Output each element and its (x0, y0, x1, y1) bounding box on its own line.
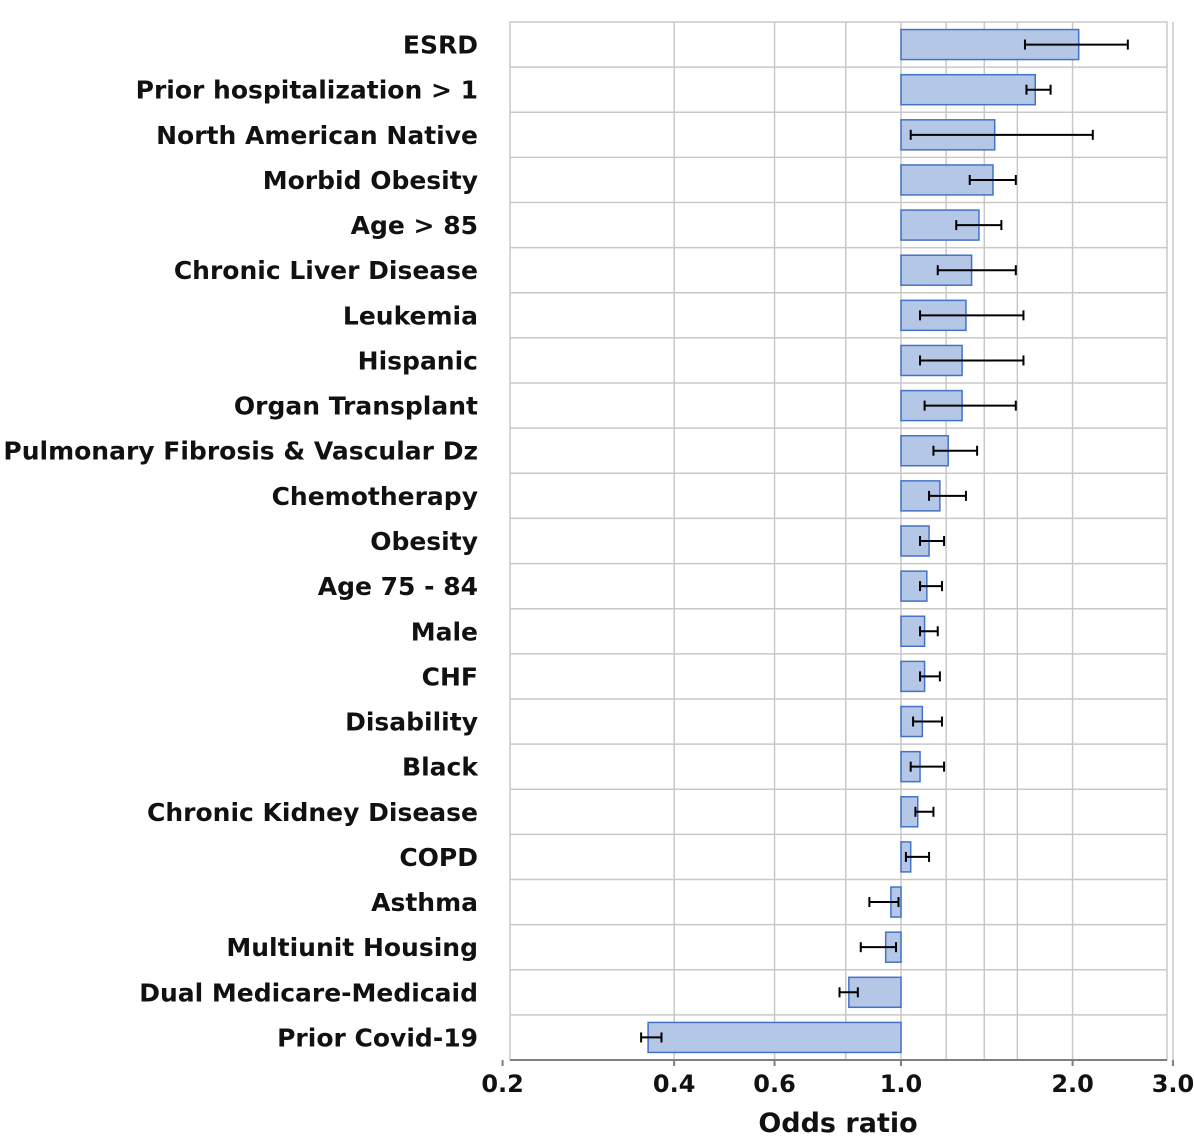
grid-layer (509, 21, 1174, 1061)
category-label: Obesity (370, 527, 478, 556)
category-label: Dual Medicare-Medicaid (139, 978, 478, 1007)
category-label: Chronic Liver Disease (174, 256, 478, 285)
category-label: Prior Covid-19 (277, 1023, 478, 1052)
category-labels: ESRD Prior hospitalization > 1 North Ameri… (3, 31, 479, 1053)
category-label: Disability (345, 708, 478, 737)
x-tick-label: 1.0 (880, 1070, 923, 1098)
x-tick-label: 2.0 (1051, 1070, 1094, 1098)
category-label: Chronic Kidney Disease (147, 798, 478, 827)
category-label: Morbid Obesity (263, 166, 478, 195)
category-label: North American Native (156, 121, 478, 150)
plot-area (509, 21, 1168, 1061)
category-label: Hispanic (358, 346, 478, 375)
category-label: ESRD (403, 31, 478, 60)
category-label: COPD (399, 843, 478, 872)
category-label: Organ Transplant (234, 392, 478, 421)
x-tick-label: 0.2 (481, 1070, 524, 1098)
x-axis-title: Odds ratio (758, 1108, 917, 1139)
bar (647, 1021, 902, 1054)
category-label: Age > 85 (351, 211, 478, 240)
x-tick-label: 0.4 (653, 1070, 696, 1098)
category-label: Asthma (371, 888, 478, 917)
bar (900, 73, 1037, 106)
category-label: Prior hospitalization > 1 (136, 76, 478, 105)
category-label: CHF (422, 662, 478, 691)
category-label: Age 75 - 84 (318, 572, 478, 601)
category-label: Black (402, 753, 479, 782)
category-label: Pulmonary Fibrosis & Vascular Dz (3, 437, 478, 466)
x-tick-label: 0.6 (753, 1070, 796, 1098)
error-bars-layer (640, 39, 1129, 1043)
category-label: Male (411, 617, 478, 646)
x-tick-label: 3.0 (1152, 1070, 1194, 1098)
category-label: Multiunit Housing (226, 933, 478, 962)
category-label: Chemotherapy (272, 482, 478, 511)
category-label: Leukemia (343, 301, 478, 330)
x-axis: 0.2 0.4 0.6 1.0 2.0 3.0 (481, 1059, 1194, 1098)
